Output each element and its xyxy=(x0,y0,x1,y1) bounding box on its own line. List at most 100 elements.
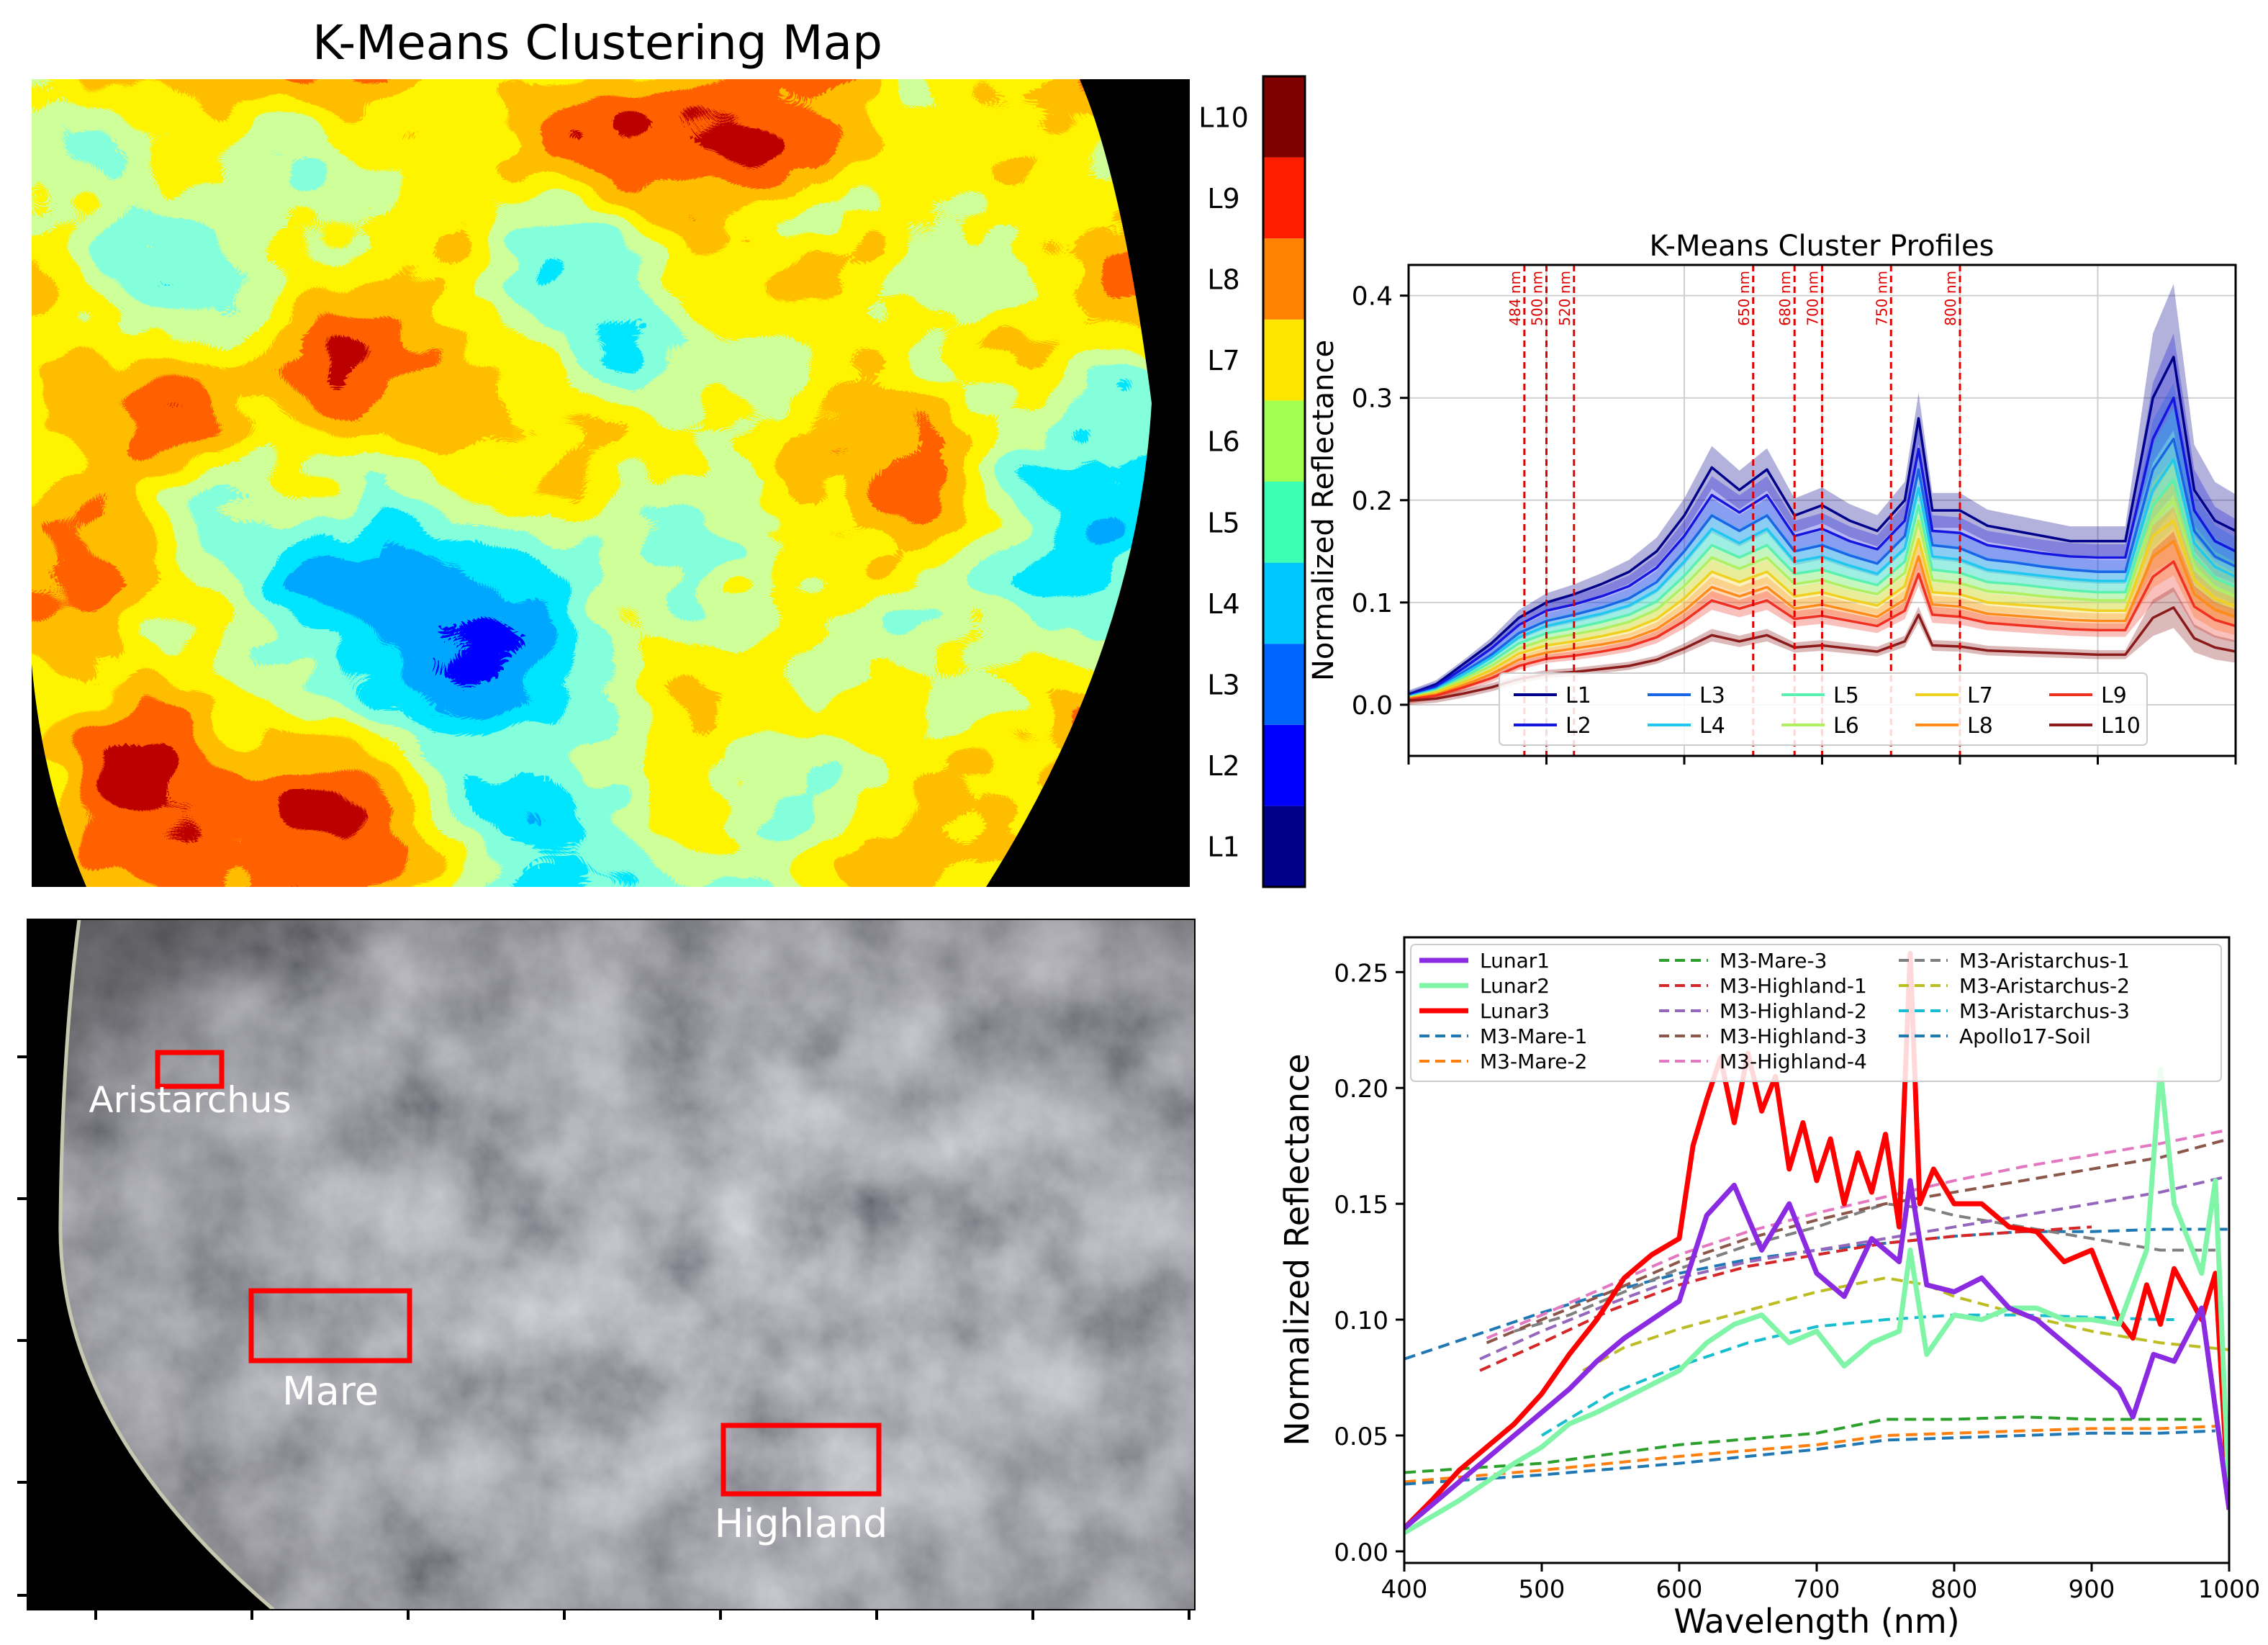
chart1-legend-label-L1: L1 xyxy=(1566,683,1591,708)
chart2-xtick-label: 400 xyxy=(1381,1575,1428,1604)
colorbar-segment-L7 xyxy=(1263,319,1305,401)
aristarchus-region-box xyxy=(155,1050,225,1089)
chart2-legend-box xyxy=(1410,944,2222,1082)
colorbar-segment-L5 xyxy=(1263,482,1305,563)
chart1-refline-label-520: 520 nm xyxy=(1556,271,1573,326)
colorbar-segment-L4 xyxy=(1263,562,1305,644)
chart1-line-L3 xyxy=(1409,437,2236,698)
chart2-ytick-label: 0.25 xyxy=(1334,959,1388,988)
chart2-ytick-label: 0.20 xyxy=(1334,1075,1388,1104)
chart2-xtick-label: 800 xyxy=(1931,1575,1978,1604)
chart2-ytick-label: 0.15 xyxy=(1334,1191,1388,1220)
chart2-line-M3-Highland-1 xyxy=(1479,1225,2092,1372)
chart1-band-L1 xyxy=(1409,284,2236,699)
chart2-line-M3-Mare-1 xyxy=(1404,1429,2215,1486)
chart2-line-Lunar3 xyxy=(1404,951,2229,1531)
colorbar-label-L1: L1 xyxy=(1207,831,1239,863)
chart2-line-M3-Aristarchus-2 xyxy=(1582,1276,2229,1372)
chart2-legend-label-M3-Mare-2: M3-Mare-2 xyxy=(1480,1050,1587,1073)
colorbar-label-L8: L8 xyxy=(1207,264,1239,296)
chart2-xtick-label: 1000 xyxy=(2198,1575,2261,1604)
chart2-legend-label-M3-Highland-1: M3-Highland-1 xyxy=(1720,974,1867,998)
colorbar-segment-L3 xyxy=(1263,644,1305,725)
chart1-legend-label-L10: L10 xyxy=(2101,713,2141,739)
chart2-legend-label-Lunar2: Lunar2 xyxy=(1480,974,1550,998)
chart2-series xyxy=(1404,951,2229,1536)
chart2-line-Apollo17-Soil xyxy=(1404,1227,2229,1361)
chart2-ytick-label: 0.10 xyxy=(1334,1307,1388,1335)
chart2-xlabel: Wavelength (nm) xyxy=(1673,1602,1959,1641)
aristarchus-label: Aristarchus xyxy=(89,1079,291,1121)
chart2-ylabel: Normalized Reflectance xyxy=(1278,1053,1316,1446)
colorbar-segment-L2 xyxy=(1263,724,1305,806)
chart2-ytick-label: 0.05 xyxy=(1334,1423,1388,1451)
chart1-refline-label-484: 484 nm xyxy=(1506,271,1524,326)
chart1-legend-label-L6: L6 xyxy=(1833,713,1859,739)
cluster-map-image xyxy=(32,79,1152,887)
chart2-xtick-label: 700 xyxy=(1794,1575,1840,1604)
chart1-legend: L1 L2 L3 L4 L5 L6 L7 L8 L9 L10 xyxy=(1499,672,2148,746)
chart2-line-M3-Highland-4 xyxy=(1486,1128,2229,1340)
chart1-refline-label-500: 500 nm xyxy=(1529,271,1546,326)
mare-region-box xyxy=(248,1288,412,1364)
map-title: K-Means Clustering Map xyxy=(312,15,882,71)
colorbar-label-L9: L9 xyxy=(1207,183,1239,215)
colorbar-segment-L9 xyxy=(1263,157,1305,239)
highland-region-box xyxy=(720,1423,882,1497)
chart1-line-L6 xyxy=(1409,499,2236,699)
chart1-legend-label-L2: L2 xyxy=(1566,713,1591,739)
colorbar-frame xyxy=(1262,75,1306,888)
chart2-line-M3-Mare-3 xyxy=(1404,1415,2202,1474)
colorbar-label-L4: L4 xyxy=(1207,588,1239,620)
chart1-line-L2 xyxy=(1409,396,2236,697)
chart2-legend-label-M3-Highland-4: M3-Highland-4 xyxy=(1720,1050,1867,1073)
chart1-refline-label-680: 680 nm xyxy=(1776,271,1794,326)
chart2-legend-label-M3-Highland-3: M3-Highland-3 xyxy=(1720,1024,1867,1048)
kmeans-map-panel: K-Means Clustering Map L1L2L3L4L5L6L7L8L… xyxy=(32,15,1306,888)
chart1-line-L9 xyxy=(1409,560,2236,701)
chart1-ytick-label: 0.1 xyxy=(1352,589,1393,618)
chart2-line-M3-Highland-3 xyxy=(1486,1137,2229,1345)
chart2-line-M3-Highland-2 xyxy=(1479,1174,2229,1361)
chart1-refline-label-700: 700 nm xyxy=(1804,271,1822,326)
colorbar-label-L3: L3 xyxy=(1207,670,1239,701)
chart2-legend-label-M3-Highland-2: M3-Highland-2 xyxy=(1720,999,1867,1023)
chart1-line-L5 xyxy=(1409,478,2236,699)
chart1-ytick-label: 0.2 xyxy=(1352,487,1393,516)
chart2-legend-label-M3-Aristarchus-1: M3-Aristarchus-1 xyxy=(1959,949,2130,973)
chart1-ylabel: Normalized Reflectance xyxy=(1307,340,1340,681)
moon-axis-ticks xyxy=(17,1055,1191,1620)
chart1-band-L5 xyxy=(1409,432,2236,702)
chart2-legend-label-M3-Mare-1: M3-Mare-1 xyxy=(1480,1024,1587,1048)
chart1-refline-label-800: 800 nm xyxy=(1942,271,1959,326)
chart1-refline-label-650: 650 nm xyxy=(1735,271,1753,326)
chart1-legend-box xyxy=(1499,672,2148,746)
chart2-legend-label-M3-Aristarchus-2: M3-Aristarchus-2 xyxy=(1959,974,2130,998)
chart2-xtick-label: 900 xyxy=(2069,1575,2115,1604)
colorbar-label-L5: L5 xyxy=(1207,507,1239,538)
chart2-xtick-label: 500 xyxy=(1519,1575,1566,1604)
chart2-line-Lunar2 xyxy=(1404,1066,2229,1536)
chart1-legend-label-L9: L9 xyxy=(2101,683,2127,708)
chart2-xtick-label: 600 xyxy=(1656,1575,1703,1604)
chart1-ytick-label: 0.3 xyxy=(1352,384,1393,414)
mare-label: Mare xyxy=(282,1369,379,1414)
chart1-band-L3 xyxy=(1409,382,2236,701)
chart2-legend-label-Lunar3: Lunar3 xyxy=(1480,999,1550,1023)
chart1-legend-label-L8: L8 xyxy=(1967,713,1993,739)
colorbar-label-L2: L2 xyxy=(1207,750,1239,782)
chart2-ytick-label: 0.00 xyxy=(1334,1538,1388,1567)
colorbar-segment-L1 xyxy=(1263,806,1305,887)
colorbar: L1 L2 L3 L4 L5 L6 L7 L8 L9 L10 xyxy=(1198,75,1306,888)
colorbar-segment-L6 xyxy=(1263,400,1305,482)
colorbar-label-L6: L6 xyxy=(1207,426,1239,458)
chart1-line-L4 xyxy=(1409,458,2236,698)
colorbar-label-L7: L7 xyxy=(1207,345,1239,377)
chart1-legend-label-L4: L4 xyxy=(1699,713,1725,739)
colorbar-label-L10: L10 xyxy=(1198,102,1249,133)
chart1-reference-lines: 484 nm 500 nm 520 nm 650 nm 680 nm 700 nm 750 … xyxy=(1506,265,1961,756)
chart1-band-L9 xyxy=(1409,531,2236,704)
chart2-legend-label-Apollo17-Soil: Apollo17-Soil xyxy=(1959,1024,2091,1048)
